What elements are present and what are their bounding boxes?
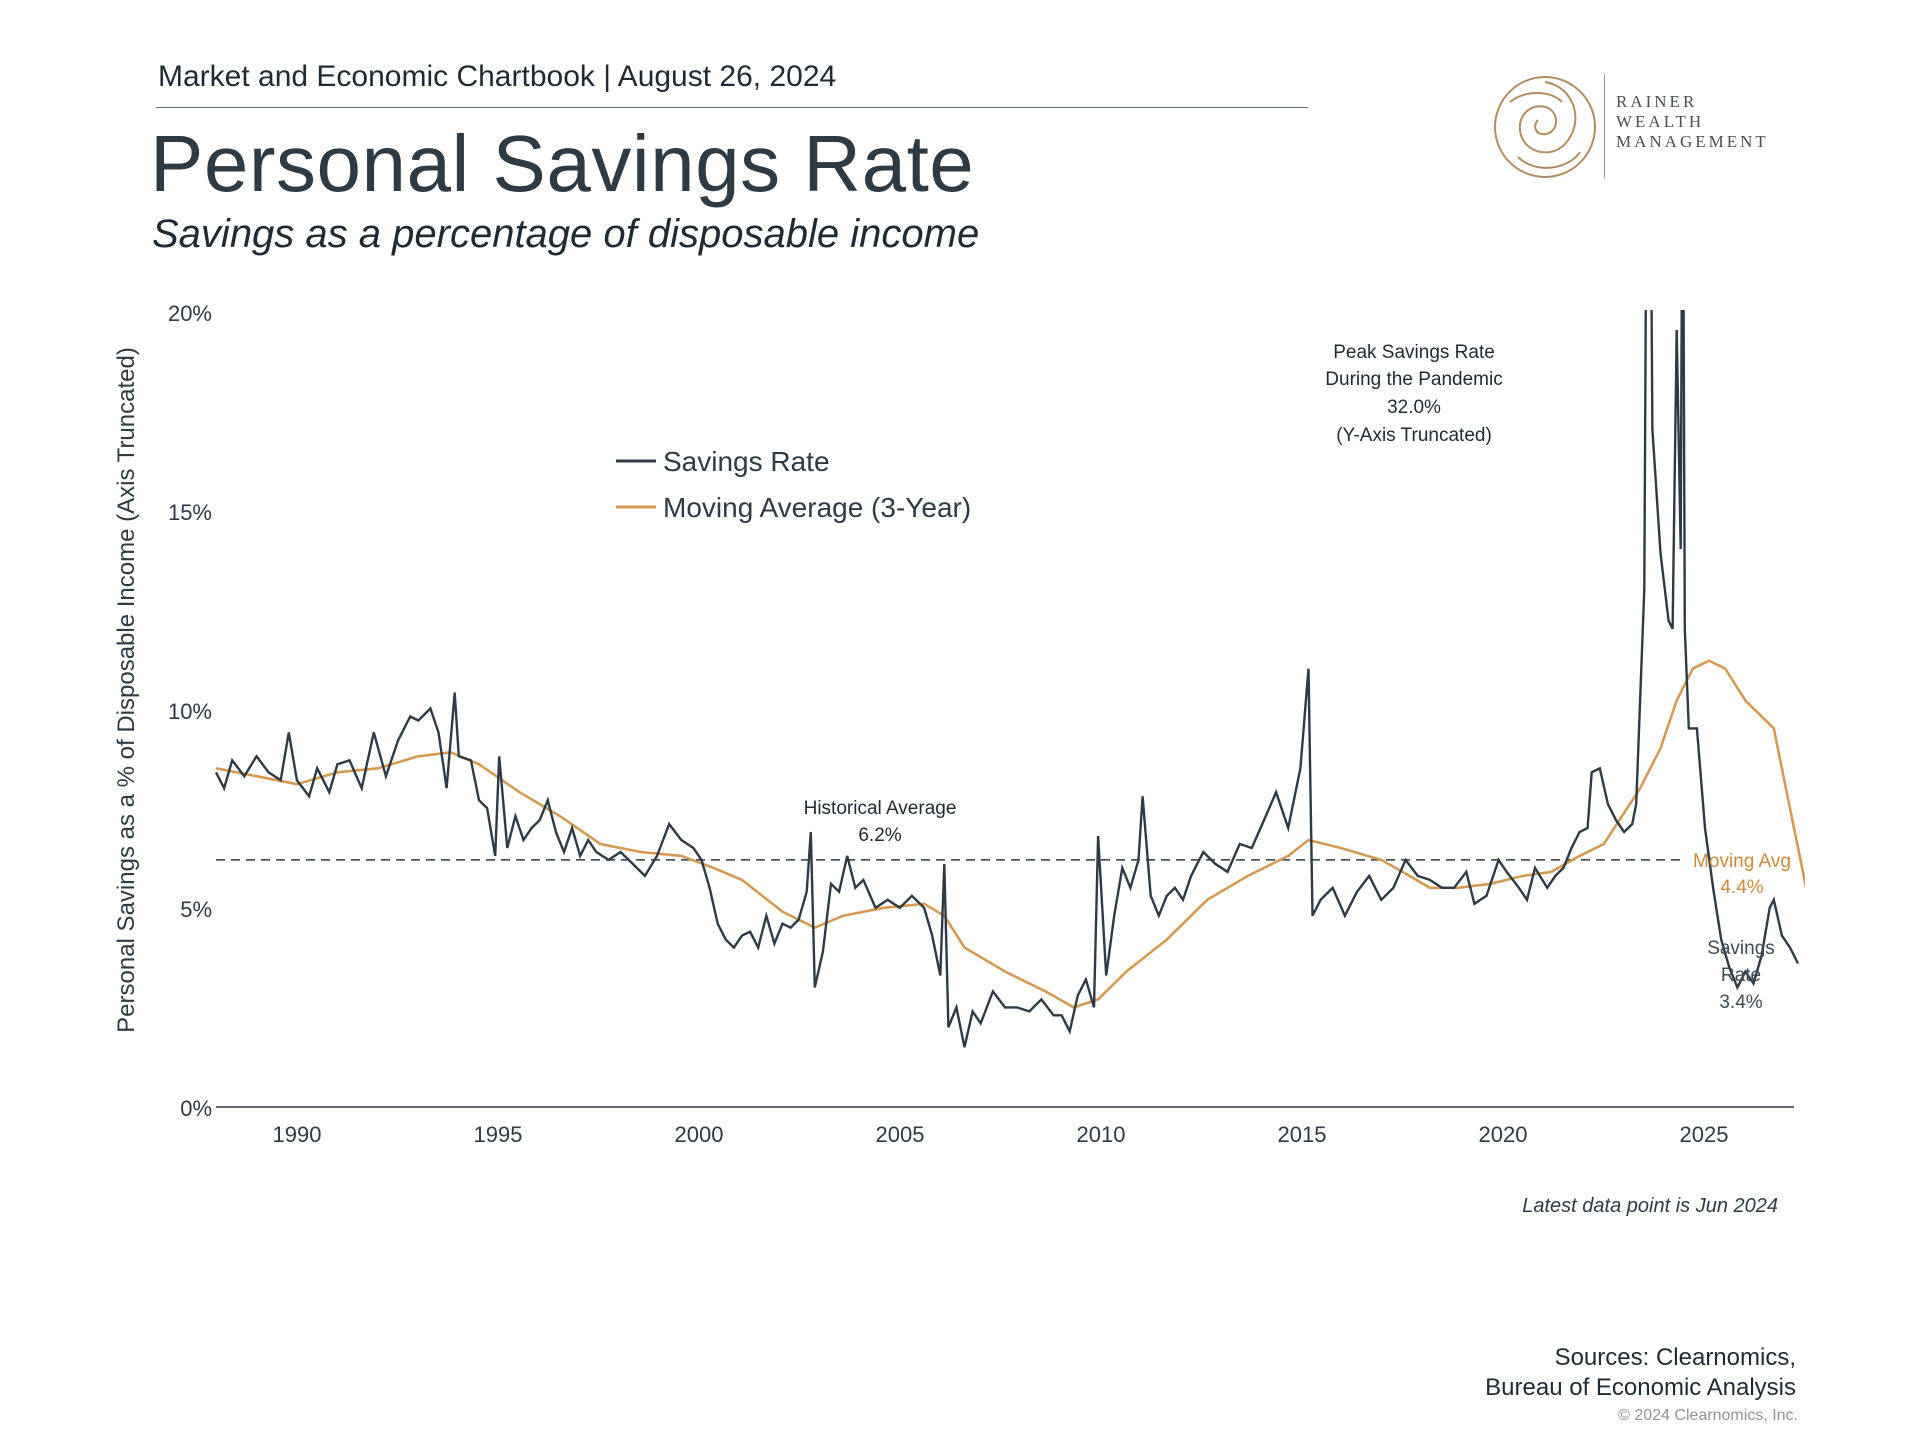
moving-average-end-label: Moving Avg 4.4% xyxy=(1693,851,1791,898)
latest-data-note: Latest data point is Jun 2024 xyxy=(1522,1195,1778,1217)
y-tick-15: 15% xyxy=(168,500,212,525)
x-tick-2020: 2020 xyxy=(1479,1122,1528,1147)
x-tick-2025: 2025 xyxy=(1680,1122,1729,1147)
peak-value: 32.0% xyxy=(1387,397,1441,418)
x-tick-2005: 2005 xyxy=(876,1122,925,1147)
x-tick-2000: 2000 xyxy=(675,1122,724,1147)
y-tick-0: 0% xyxy=(180,1096,212,1121)
page-title: Personal Savings Rate xyxy=(150,119,975,208)
spiral-logo-icon xyxy=(1494,76,1596,178)
header-divider xyxy=(156,107,1308,108)
peak-annotation: Peak Savings Rate During the Pandemic 32… xyxy=(1325,342,1502,446)
logo-line-1: RAINER xyxy=(1616,92,1698,111)
y-tick-5: 5% xyxy=(180,897,212,922)
logo-line-3: MANAGEMENT xyxy=(1616,132,1769,151)
savings-value: 3.4% xyxy=(1719,992,1762,1013)
logo-wordmark: RAINER WEALTH MANAGEMENT xyxy=(1616,92,1769,152)
x-tick-2015: 2015 xyxy=(1278,1122,1327,1147)
moving-avg-value: 4.4% xyxy=(1720,877,1763,898)
page-subtitle: Savings as a percentage of disposable in… xyxy=(152,212,980,256)
legend: Savings Rate Moving Average (3-Year) xyxy=(616,446,971,523)
savings-rate-end-label: Savings Rate 3.4% xyxy=(1707,938,1775,1013)
y-tick-20: 20% xyxy=(168,301,212,326)
x-tick-2010: 2010 xyxy=(1077,1122,1126,1147)
sources: Sources: Clearnomics, Bureau of Economic… xyxy=(1485,1343,1796,1403)
moving-average-series-line xyxy=(215,659,1805,1009)
x-tick-1995: 1995 xyxy=(474,1122,523,1147)
sources-line-1: Sources: Clearnomics, xyxy=(1554,1344,1796,1371)
chartbook-header: Market and Economic Chartbook | August 2… xyxy=(158,60,837,93)
x-ticks: 1990 1995 2000 2005 2010 2015 2020 2025 xyxy=(273,1122,1729,1147)
logo-divider xyxy=(1604,74,1605,178)
historical-average-title: Historical Average xyxy=(804,798,957,819)
y-tick-10: 10% xyxy=(168,699,212,724)
x-tick-1990: 1990 xyxy=(273,1122,322,1147)
moving-avg-label: Moving Avg xyxy=(1693,851,1791,872)
y-ticks: 0% 5% 10% 15% 20% xyxy=(168,301,212,1121)
sources-line-2: Bureau of Economic Analysis xyxy=(1485,1374,1796,1401)
historical-average-annotation: Historical Average 6.2% xyxy=(804,798,957,846)
peak-line-1: Peak Savings Rate xyxy=(1333,342,1495,363)
peak-line-2: During the Pandemic xyxy=(1325,369,1502,390)
savings-label-2: Rate xyxy=(1721,965,1761,986)
legend-moving-avg-label: Moving Average (3-Year) xyxy=(663,492,971,523)
historical-average-value: 6.2% xyxy=(858,825,901,846)
peak-note: (Y-Axis Truncated) xyxy=(1336,425,1492,446)
company-logo: RAINER WEALTH MANAGEMENT xyxy=(1490,72,1790,182)
savings-label-1: Savings xyxy=(1707,938,1775,959)
y-axis-label: Personal Savings as a % of Disposable In… xyxy=(113,347,140,1033)
savings-rate-series-line xyxy=(214,310,1800,1048)
legend-savings-label: Savings Rate xyxy=(663,446,830,477)
copyright: © 2024 Clearnomics, Inc. xyxy=(1618,1407,1798,1424)
logo-line-2: WEALTH xyxy=(1616,112,1705,131)
